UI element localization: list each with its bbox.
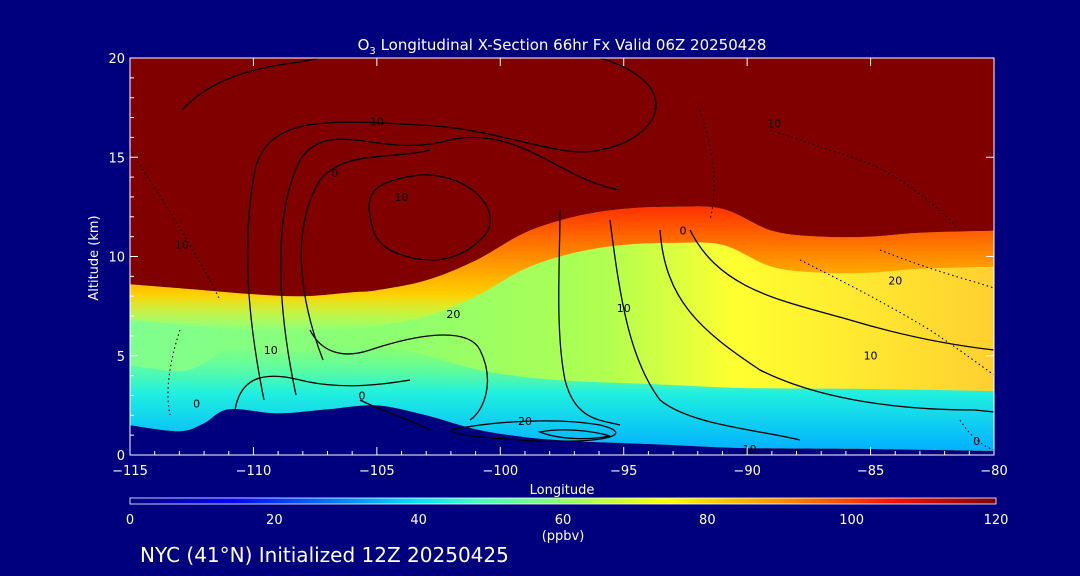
contour-line — [167, 329, 181, 416]
contour-line — [799, 259, 994, 376]
x-tick-label: −110 — [236, 464, 272, 479]
contour-line — [181, 58, 321, 111]
contour-line — [280, 136, 621, 396]
colorbar-tick-label: 40 — [410, 513, 427, 528]
contour-line — [537, 429, 611, 440]
x-tick-label: −105 — [359, 464, 395, 479]
contour-label: 0 — [973, 435, 980, 448]
colorbar: 0 20 40 60 80 100 120 (ppbv) — [126, 497, 1009, 544]
contour-lines — [181, 58, 994, 442]
x-axis-title: Longitude — [530, 483, 595, 498]
plot-area: 10 0 10 10 0 10 20 10 10 20 10 0 0 20 10 0 — [130, 58, 994, 456]
contour-label: 10 — [175, 239, 189, 252]
colorbar-tick-label: 20 — [266, 513, 283, 528]
contour-line — [558, 209, 621, 426]
contour-labels: 10 0 10 10 0 10 20 10 10 20 10 0 0 20 10 0 — [175, 115, 980, 456]
footer-text: NYC (41°N) Initialized 12Z 20250425 — [140, 543, 509, 567]
y-axis: 0 5 10 15 20 — [108, 52, 994, 464]
colorbar-tick-label: 0 — [126, 513, 134, 528]
x-tick-label: −80 — [980, 464, 1007, 479]
x-axis: −115 −110 −105 −100 −95 −90 −85 −80 — [112, 58, 1008, 479]
colorbar-ticks: 0 20 40 60 80 100 120 — [126, 513, 1009, 528]
chart-title: O3 Longitudinal X-Section 66hr Fx Valid … — [358, 36, 767, 57]
colorbar-tick-label: 80 — [699, 513, 716, 528]
contour-label: 0 — [359, 389, 366, 402]
contour-line — [689, 229, 994, 351]
colorbar-tick-label: 120 — [984, 513, 1009, 528]
x-tick-label: −115 — [112, 464, 148, 479]
contour-label: 10 — [264, 344, 278, 357]
contour-label: 10 — [767, 117, 781, 130]
y-tick-label: 20 — [108, 52, 125, 67]
contour-label: 20 — [446, 308, 460, 321]
colorbar-unit: (ppbv) — [542, 529, 585, 544]
contour-line — [300, 149, 431, 361]
x-tick-label: −95 — [610, 464, 637, 479]
y-tick-label: 15 — [108, 151, 125, 166]
y-axis-title: Altitude (km) — [87, 215, 102, 300]
contour-line — [448, 420, 617, 442]
colorbar-tick-label: 100 — [839, 513, 864, 528]
contour-line — [130, 149, 221, 301]
y-tick-label: 5 — [117, 350, 125, 365]
contour-label: 10 — [617, 302, 631, 315]
colorbar-gradient — [129, 497, 997, 505]
stratosphere-region — [130, 58, 994, 297]
x-tick-label: −100 — [482, 464, 518, 479]
contour-label: 0 — [331, 167, 338, 180]
terrain-region — [130, 405, 994, 455]
x-tick-label: −85 — [857, 464, 884, 479]
tropopause-transition-band — [130, 206, 994, 333]
contour-label: 20 — [518, 415, 532, 428]
contour-label: 10 — [743, 443, 757, 456]
contour-label: 20 — [888, 274, 902, 287]
contour-label: 0 — [679, 225, 686, 238]
contour-line — [769, 129, 961, 231]
contour-line — [609, 219, 801, 441]
contour-line — [659, 229, 994, 413]
dotted-contours — [130, 109, 994, 451]
contour-line — [309, 329, 488, 421]
contour-label: 0 — [193, 397, 200, 410]
contour-line — [368, 174, 491, 261]
x-tick-label: −90 — [733, 464, 760, 479]
contour-line — [234, 375, 411, 411]
contour-label: 10 — [395, 191, 409, 204]
contour-line — [359, 399, 431, 431]
colorbar-tick-label: 60 — [555, 513, 572, 528]
contour-line — [699, 109, 715, 221]
contour-line — [246, 99, 657, 401]
y-tick-label: 10 — [108, 251, 125, 266]
contour-label: 10 — [864, 350, 878, 363]
contour-label: 10 — [370, 115, 384, 128]
boundary-layer-band — [130, 345, 994, 451]
y-tick-label: 0 — [117, 449, 125, 464]
